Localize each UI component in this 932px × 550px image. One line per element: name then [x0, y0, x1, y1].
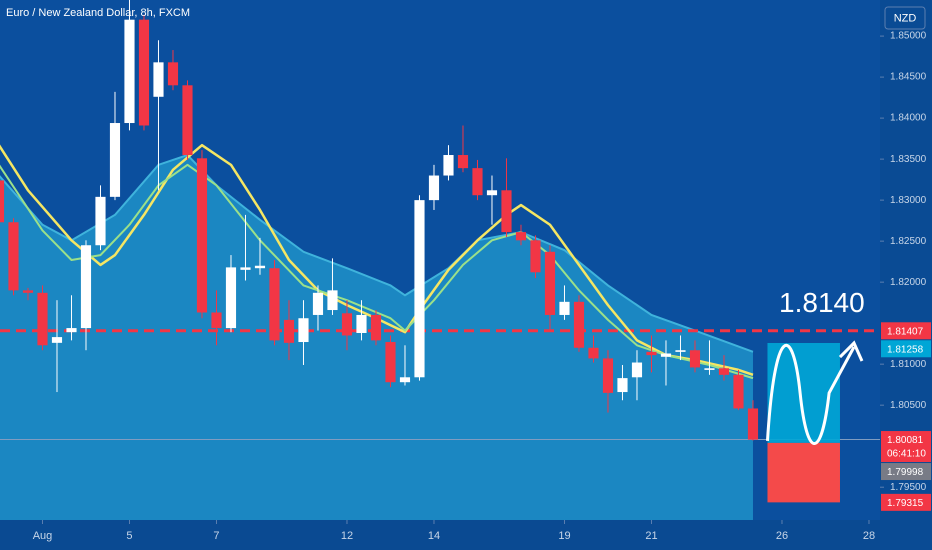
- price-badge-label: 1.81258: [887, 344, 924, 355]
- band-edge: [0, 153, 754, 353]
- candle-body: [0, 180, 5, 223]
- x-tick-label: 28: [863, 530, 875, 542]
- y-tick-label: 1.83000: [890, 195, 927, 206]
- moving-average: [0, 163, 754, 380]
- projection-arrow: [838, 340, 864, 362]
- candle-body: [588, 347, 599, 359]
- candle-body: [240, 267, 251, 270]
- candle-body: [602, 358, 614, 393]
- candle-body: [51, 337, 63, 343]
- candle-body: [254, 265, 266, 269]
- candle-body: [211, 312, 222, 329]
- candle-body: [225, 267, 237, 329]
- price-badge: [881, 340, 931, 358]
- x-tick-label: 19: [558, 530, 570, 542]
- x-tick-label: 7: [213, 530, 219, 542]
- candle-body: [617, 378, 628, 393]
- candle-body: [37, 292, 48, 346]
- candle-body: [153, 62, 164, 97]
- chart-title: Euro / New Zealand Dollar, 8h, FXCM: [6, 7, 190, 19]
- candle-body: [515, 232, 527, 241]
- price-badge: [881, 322, 931, 340]
- candle-body: [8, 222, 19, 291]
- y-tick-label: 1.84000: [890, 113, 927, 124]
- price-badge: [881, 493, 931, 511]
- candle-body: [573, 301, 585, 348]
- candle-body: [341, 313, 353, 336]
- x-tick-label: 26: [776, 530, 788, 542]
- overlay: 1.8140: [765, 287, 865, 503]
- price-badge-label: 1.81407: [887, 326, 924, 337]
- price-badge: [881, 463, 931, 481]
- x-tick-label: 5: [126, 530, 132, 542]
- candle-body: [689, 350, 701, 368]
- x-tick-label: 12: [341, 530, 353, 542]
- candle-body: [559, 301, 570, 315]
- x-tick-label: Aug: [33, 530, 53, 542]
- annotation: 1.8140: [779, 287, 865, 318]
- candle-body: [675, 350, 686, 352]
- candle-body: [631, 362, 643, 378]
- candle-body: [544, 251, 556, 315]
- candle-body: [283, 319, 295, 343]
- x-tick-label: 14: [428, 530, 440, 542]
- y-tick-label: 1.82000: [890, 277, 927, 288]
- y-tick-label: 1.84500: [890, 72, 927, 83]
- candle-body: [138, 19, 150, 126]
- candle-body: [167, 62, 179, 86]
- candle-body: [196, 158, 208, 313]
- candle-body: [80, 245, 92, 329]
- currency-badge[interactable]: [884, 6, 926, 30]
- candle-body: [646, 351, 657, 356]
- candle-body: [457, 155, 469, 169]
- price-badge: [881, 431, 931, 463]
- candle-body: [443, 155, 454, 176]
- candle-body: [356, 314, 367, 333]
- candle-body: [472, 168, 483, 196]
- candle-body: [95, 196, 106, 246]
- candle-body: [22, 290, 34, 293]
- y-tick-label: 1.82500: [890, 236, 927, 247]
- y-tick-label: 1.80500: [890, 400, 927, 411]
- candle-body: [66, 328, 77, 333]
- candle-body: [704, 368, 715, 370]
- projection-stop: [767, 442, 840, 503]
- candle-body: [414, 200, 425, 378]
- countdown-label: 06:41:10: [887, 449, 926, 460]
- price-badge-label: 1.79315: [887, 498, 924, 509]
- candle-body: [733, 374, 744, 409]
- candle-body: [385, 342, 396, 383]
- candle-body: [298, 318, 309, 343]
- y-tick-label: 1.81000: [890, 359, 927, 370]
- candle-body: [660, 353, 672, 357]
- candle-body: [428, 175, 440, 201]
- candle-body: [370, 314, 382, 341]
- candle-body: [312, 292, 324, 315]
- candle-body: [399, 377, 411, 383]
- candle-body: [718, 368, 730, 375]
- candle-body: [486, 190, 498, 196]
- price-badge-label: 1.80081: [887, 435, 924, 446]
- candle-body: [269, 268, 280, 341]
- candle-body: [327, 290, 338, 311]
- candle-body: [182, 85, 193, 156]
- currency-label: NZD: [894, 12, 917, 24]
- y-tick-label: 1.79500: [890, 482, 927, 493]
- y-tick-label: 1.83500: [890, 154, 927, 165]
- candle-body: [530, 240, 541, 273]
- projection-curve: [765, 344, 856, 445]
- candle-body: [501, 190, 512, 233]
- candle-body: [109, 123, 121, 197]
- y-tick-label: 1.85000: [890, 31, 927, 42]
- price-badge-label: 1.79998: [887, 467, 924, 478]
- plot: [0, 0, 880, 520]
- x-tick-label: 21: [645, 530, 657, 542]
- time-axis: [0, 520, 880, 550]
- candle-body: [747, 408, 759, 440]
- moving-average: [0, 143, 754, 377]
- candle-body: [124, 19, 135, 124]
